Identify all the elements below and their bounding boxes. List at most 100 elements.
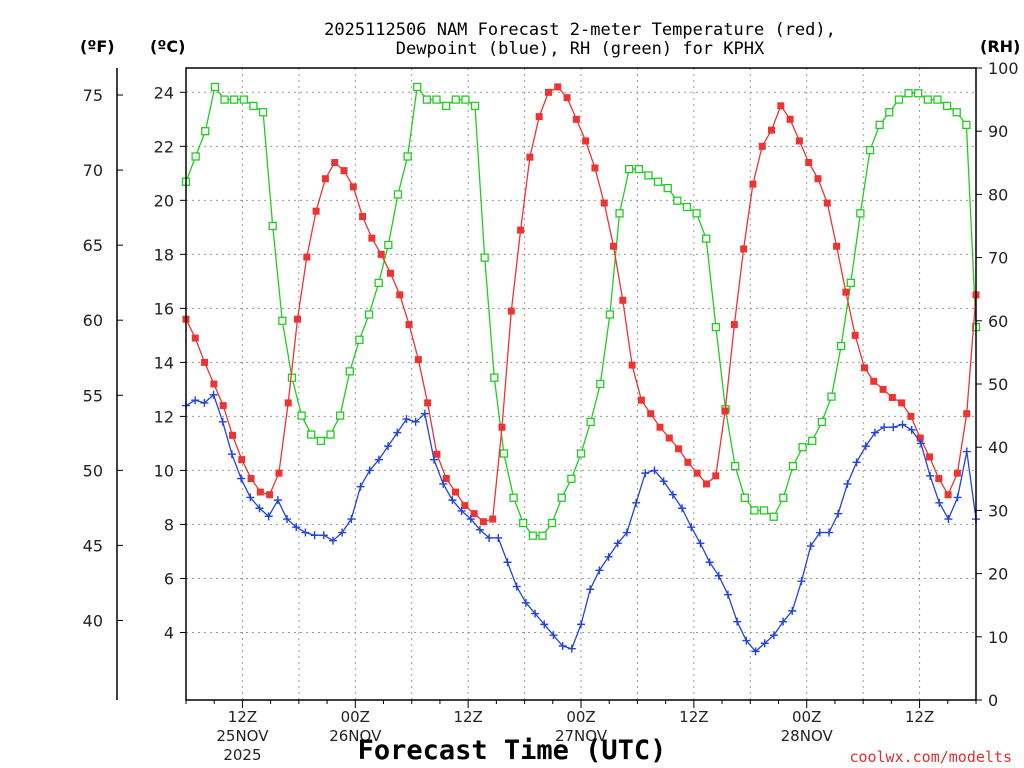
rh-point [201, 127, 210, 136]
dewpoint-point [227, 450, 236, 459]
rh-tick-label: 50 [988, 375, 1008, 394]
temperature-point [721, 407, 729, 415]
rh-point [451, 95, 460, 104]
fahrenheit-tick-label: 70 [83, 161, 103, 180]
fahrenheit-tick-label: 65 [83, 236, 103, 255]
temperature-point [331, 159, 339, 167]
dewpoint-point [531, 609, 540, 618]
temperature-point [702, 480, 710, 488]
dewpoint-point [338, 528, 347, 537]
temperature-point [944, 491, 952, 499]
rh-point [278, 316, 287, 325]
rh-tick-label: 40 [988, 438, 1008, 457]
temperature-point [414, 356, 422, 364]
temperature-point [489, 515, 497, 523]
dewpoint-point [852, 458, 861, 467]
temperature-point [256, 488, 264, 496]
dewpoint-point [485, 533, 494, 542]
temperature-point [461, 502, 469, 510]
temperature-point [452, 488, 460, 496]
rh-point [779, 493, 788, 502]
temperature-point [191, 334, 199, 342]
dewpoint-point [283, 515, 292, 524]
rh-point [923, 95, 932, 104]
rh-point [403, 152, 412, 161]
rh-point [933, 95, 942, 104]
temperature-point [386, 269, 394, 277]
dewpoint-point [494, 533, 503, 542]
temperature-point [442, 475, 450, 483]
temperature-point [730, 321, 738, 329]
dewpoint-point [439, 479, 448, 488]
dewpoint-point [632, 498, 641, 507]
temperature-point [795, 137, 803, 145]
dewpoint-point [825, 528, 834, 537]
rh-unit-label: (RH) [980, 37, 1020, 56]
rh-point [875, 120, 884, 130]
celsius-tick-label: 10 [154, 461, 174, 480]
dewpoint-point [310, 531, 319, 540]
rh-point [364, 310, 374, 319]
temperature-point [433, 450, 441, 458]
temperature-point [870, 377, 878, 385]
chart-title-line-2: Dewpoint (blue), RH (green) for KPHX [396, 39, 765, 59]
dewpoint-point [916, 439, 925, 448]
dewpoint-point [273, 496, 282, 505]
celsius-tick-label: 12 [154, 407, 174, 426]
temperature-point [740, 245, 748, 253]
dewpoint-point [577, 620, 585, 629]
dewpoint-point [668, 490, 677, 499]
dewpoint-point [687, 523, 696, 532]
dewpoint-point [834, 509, 843, 518]
dewpoint-point [430, 455, 439, 464]
temperature-point [786, 115, 794, 123]
temperature-point [238, 456, 246, 464]
temperature-point [201, 358, 209, 366]
dewpoint-point [705, 558, 714, 567]
rh-point [644, 171, 653, 180]
temperature-point [675, 445, 683, 453]
temperature-point [219, 402, 227, 410]
fahrenheit-tick-label: 50 [83, 461, 103, 480]
temperature-point [888, 394, 896, 402]
rh-tick-label: 90 [988, 122, 1008, 141]
temperature-point [284, 399, 292, 407]
rh-point [249, 101, 258, 111]
series-line [185, 86, 977, 523]
temperature-point [610, 242, 618, 250]
temperature-point [321, 175, 329, 183]
dewpoint-point [328, 536, 337, 545]
rh-point [586, 417, 595, 427]
fahrenheit-tick-label: 60 [83, 311, 103, 330]
temperature-point [842, 288, 850, 296]
dewpoint-point [733, 617, 742, 626]
rh-point [239, 95, 248, 104]
rh-point [692, 209, 701, 218]
series-layer [181, 82, 981, 656]
temperature-point [470, 510, 478, 518]
celsius-tick-label: 20 [154, 191, 174, 210]
celsius-tick-label: 8 [164, 515, 174, 534]
dewpoint-point [503, 558, 512, 567]
rh-tick-label: 70 [988, 249, 1008, 268]
temperature-point [210, 380, 218, 388]
temperature-point [860, 364, 868, 372]
dewpoint-point [393, 428, 402, 437]
dewpoint-point [723, 590, 732, 599]
dewpoint-point [659, 477, 668, 486]
dewpoint-point [540, 620, 549, 629]
rh-point [461, 95, 470, 104]
rh-tick-label: 60 [988, 312, 1008, 331]
rh-point [740, 493, 749, 502]
celsius-tick-label: 16 [154, 299, 174, 318]
temperature-point [303, 253, 311, 261]
dewpoint-point [622, 528, 631, 537]
dewpoint-point [301, 528, 310, 537]
rh-point [258, 108, 268, 117]
temperature-point [712, 472, 720, 480]
temperature-point [368, 234, 376, 242]
series-rh [181, 82, 981, 540]
rh-point [788, 462, 798, 471]
dewpoint-point [815, 528, 824, 537]
